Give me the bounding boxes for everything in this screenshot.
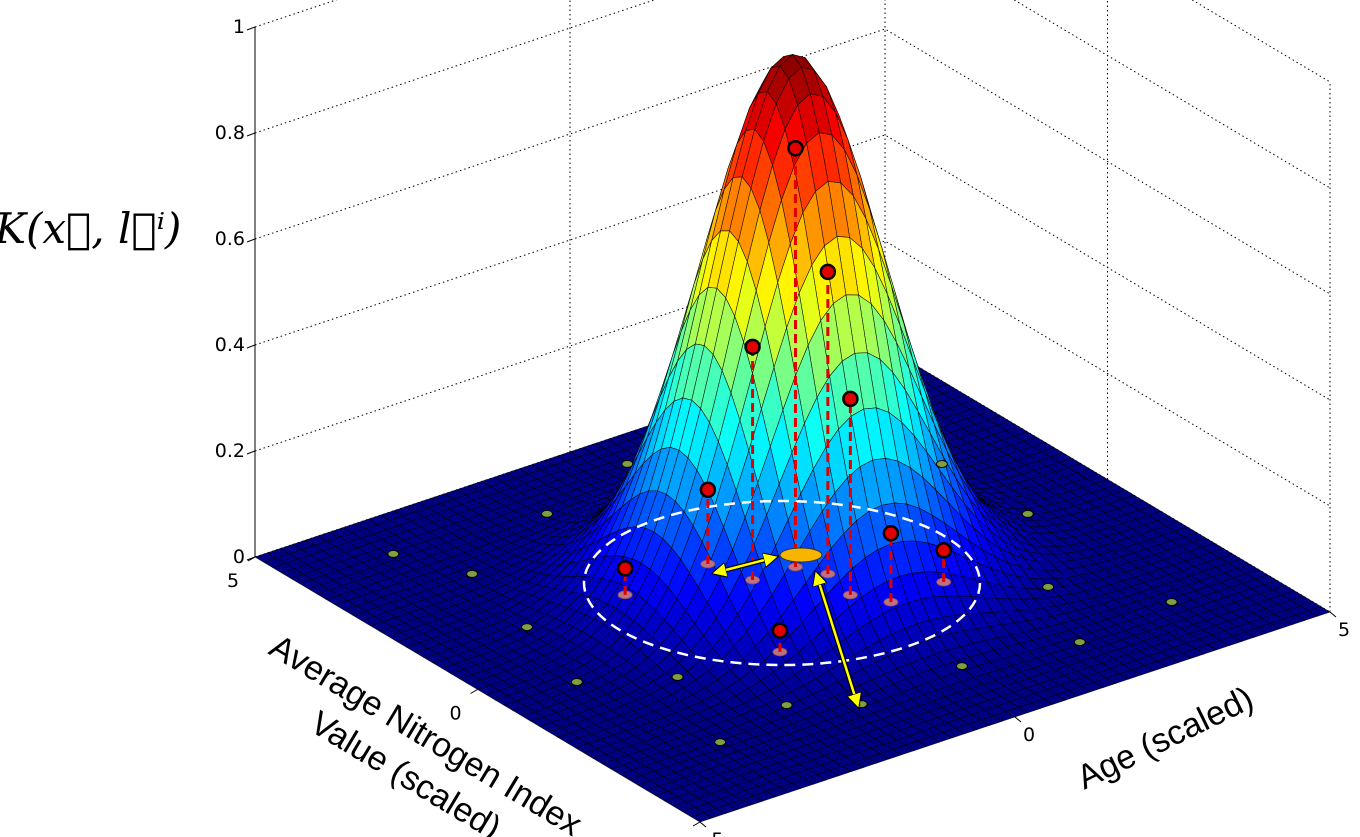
grid-line bbox=[254, 0, 1331, 189]
z-tick-mark bbox=[246, 344, 256, 349]
distance-arrow bbox=[816, 573, 858, 706]
distance-arrow bbox=[714, 557, 776, 573]
landmark bbox=[955, 662, 968, 671]
z-tick-label: 1 bbox=[233, 16, 245, 38]
z-tick-mark bbox=[246, 238, 256, 243]
z-tick-label: 0.6 bbox=[215, 228, 245, 250]
x-tick-label: -5 bbox=[705, 829, 724, 837]
landmark bbox=[1165, 597, 1178, 606]
query-point bbox=[779, 547, 823, 563]
landmark bbox=[521, 623, 534, 632]
point bbox=[787, 140, 804, 157]
query-annotations bbox=[714, 547, 858, 706]
z-tick-label: 0.4 bbox=[215, 334, 245, 356]
point bbox=[616, 560, 634, 577]
z-tick-mark bbox=[246, 132, 256, 137]
landmark bbox=[1073, 638, 1086, 647]
x-tick-mark bbox=[699, 821, 707, 828]
x-tick-label: 0 bbox=[1023, 724, 1035, 746]
points bbox=[616, 140, 952, 657]
grid-line bbox=[254, 240, 1331, 507]
landmarks bbox=[387, 459, 1178, 747]
grid-line bbox=[254, 134, 1331, 401]
y-tick-mark bbox=[692, 821, 701, 827]
z-tick-label: 0 bbox=[233, 546, 245, 568]
landmark bbox=[780, 701, 793, 710]
landmark bbox=[570, 677, 583, 686]
z-tick-label: 0.2 bbox=[215, 440, 245, 462]
surface bbox=[254, 53, 1331, 823]
point bbox=[882, 524, 900, 542]
x-tick-label: 5 bbox=[1338, 619, 1350, 641]
x-tick-mark bbox=[1014, 716, 1022, 723]
radius-outline bbox=[582, 499, 982, 667]
x-axis-label: Age (scaled) bbox=[1071, 679, 1259, 797]
point bbox=[819, 263, 837, 281]
landmark bbox=[935, 460, 948, 469]
point bbox=[935, 542, 952, 559]
grid-line bbox=[254, 28, 1331, 295]
z-tick-mark bbox=[246, 450, 256, 455]
annotations bbox=[582, 499, 982, 667]
y-tick-label: -5 bbox=[669, 835, 688, 837]
landmark bbox=[671, 672, 684, 681]
y-tick-mark bbox=[247, 556, 256, 562]
point bbox=[771, 622, 789, 639]
landmark bbox=[621, 459, 634, 468]
point bbox=[744, 338, 761, 356]
y-tick-mark bbox=[470, 689, 478, 694]
landmark bbox=[1021, 509, 1034, 518]
y-tick-label: 0 bbox=[449, 703, 461, 725]
point bbox=[842, 390, 859, 408]
landmark bbox=[466, 569, 479, 578]
point bbox=[699, 481, 717, 498]
landmark bbox=[1042, 582, 1055, 591]
z-tick-label: 0.8 bbox=[215, 122, 245, 144]
z-tick-mark bbox=[246, 26, 256, 31]
z-axis-label: K(x⃗, l⃗ⁱ) bbox=[0, 204, 181, 253]
surface-patch bbox=[690, 812, 714, 823]
landmark bbox=[714, 738, 727, 747]
x-tick-mark bbox=[1329, 611, 1337, 618]
landmark bbox=[387, 549, 400, 558]
landmark bbox=[541, 509, 554, 518]
y-tick-label: 5 bbox=[227, 570, 239, 592]
